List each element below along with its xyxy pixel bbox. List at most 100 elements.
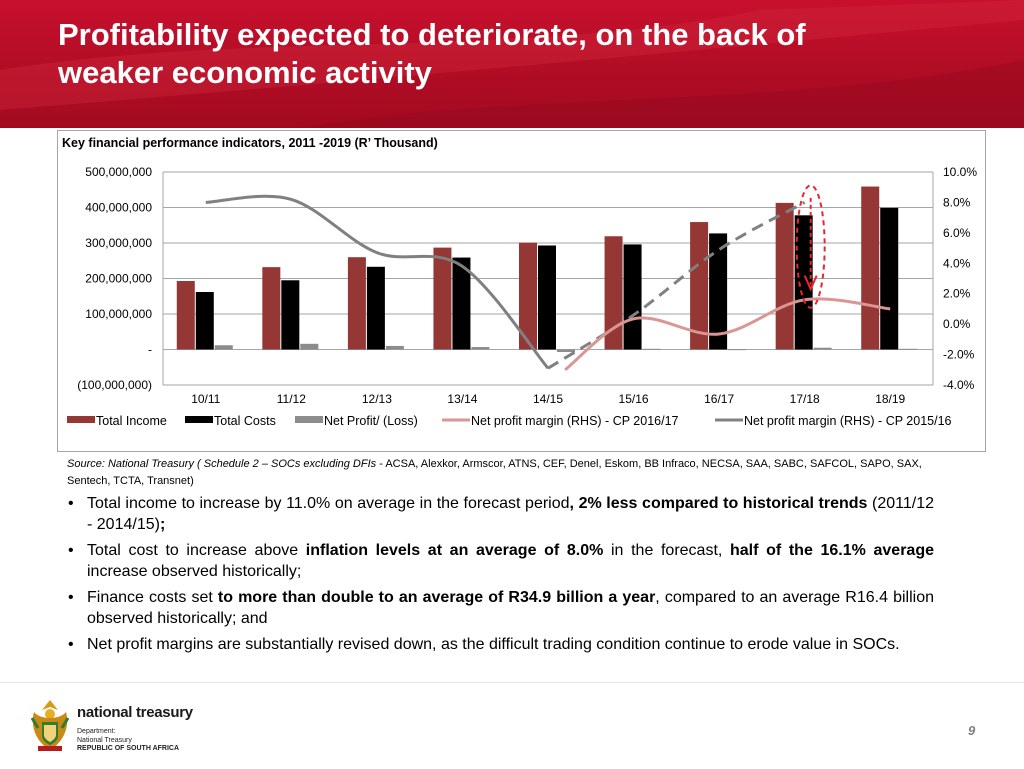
bar-total-income: [433, 247, 452, 350]
bar-total-costs: [880, 207, 899, 350]
bullet-list: • Total income to increase by 11.0% on a…: [68, 493, 934, 660]
bar-net-profit-loss-: [728, 349, 747, 351]
bar-total-costs: [623, 244, 642, 350]
footer-bar: [0, 682, 1024, 769]
right-tick-label: 8.0%: [943, 195, 971, 209]
category-label: 18/19: [875, 392, 905, 406]
bar-total-income: [519, 242, 537, 350]
category-label: 16/17: [704, 392, 734, 406]
category-label: 11/12: [277, 392, 306, 406]
bullet-item: • Net profit margins are substantially r…: [68, 634, 934, 655]
annotation-oval: [795, 184, 826, 309]
bullet-bold: half of the 16.1% average: [730, 542, 934, 559]
footer-logo: national treasury Department: National T…: [77, 704, 193, 754]
page-title-line-1: Profitability expected to deteriorate, o…: [58, 17, 806, 52]
legend-label: Total Costs: [214, 414, 276, 428]
legend-swatch: [295, 416, 323, 423]
bullet-bold: inflation levels at an average of 8.0%: [305, 542, 604, 559]
right-tick-label: 4.0%: [943, 256, 971, 270]
bar-net-profit-loss-: [642, 348, 661, 350]
bullet-bold: , 2% less compared to historical trends: [569, 495, 868, 512]
bullet-text: in the forecast,: [603, 542, 730, 559]
bar-total-costs: [366, 266, 385, 350]
chart-title: Key financial performance indicators, 20…: [62, 136, 438, 150]
bar-net-profit-loss-: [899, 348, 918, 350]
banner-swoosh: [0, 0, 1024, 128]
bar-total-income: [775, 202, 794, 350]
right-tick-label: -4.0%: [943, 378, 975, 392]
left-tick-label: 200,000,000: [85, 272, 152, 286]
bar-net-profit-loss-: [557, 349, 575, 352]
bar-total-costs: [452, 257, 471, 350]
bar-total-costs: [709, 233, 728, 350]
page-title: Profitability expected to deteriorate, o…: [58, 16, 958, 92]
bar-total-income: [861, 186, 880, 350]
bar-net-profit-loss-: [385, 345, 404, 350]
legend-label: Total Income: [96, 414, 167, 428]
source-rest: - ACSA, Alexkor, Armscor, ATNS, CEF, Den…: [67, 458, 922, 487]
left-tick-label: -: [148, 343, 152, 357]
source-note: Source: National Treasury ( Schedule 2 –…: [67, 456, 927, 490]
bullet-bold: ;: [159, 516, 166, 533]
category-label: 13/14: [447, 392, 477, 406]
coat-of-arms-icon: [30, 700, 70, 751]
dept-line: National Treasury: [77, 736, 132, 744]
bar-net-profit-loss-: [813, 347, 832, 350]
left-tick-label: (100,000,000): [77, 378, 152, 392]
page-number: 9: [968, 723, 976, 738]
bar-total-income: [690, 222, 709, 350]
bar-total-income: [604, 236, 623, 350]
bar-total-costs: [195, 291, 214, 350]
bar-total-costs: [538, 245, 556, 350]
annotation-arrow-head: [803, 275, 818, 292]
right-tick-label: 6.0%: [943, 226, 971, 240]
bullet-item: • Total income to increase by 11.0% on a…: [68, 493, 934, 535]
logo-department: Department: National Treasury REPUBLIC O…: [77, 728, 193, 754]
bar-total-costs: [281, 280, 300, 350]
left-tick-label: 400,000,000: [85, 201, 152, 215]
right-tick-label: 0.0%: [943, 317, 971, 331]
line-cp-2015-16-forecast: [547, 201, 806, 370]
legend-label: Net Profit/ (Loss): [324, 414, 418, 428]
line-cp-2016-17: [564, 297, 891, 371]
legend-swatch: [185, 416, 213, 423]
title-banner: Profitability expected to deteriorate, o…: [0, 0, 1024, 128]
left-tick-label: 300,000,000: [85, 236, 152, 250]
bullet-text: Total cost to increase above: [87, 542, 306, 559]
right-tick-label: -2.0%: [943, 348, 975, 362]
bullet-dot-icon: •: [68, 495, 74, 512]
category-label: 15/16: [619, 392, 649, 406]
dept-line: Department:: [77, 728, 116, 735]
right-tick-label: 10.0%: [943, 165, 977, 179]
legend-swatch: [67, 416, 95, 423]
bullet-text: , compared to an average R16.4 billion o…: [87, 589, 934, 627]
kpi-chart: 500,000,000 400,000,000 300,000,000 200,000…: [67, 165, 977, 428]
category-label: 12/13: [362, 392, 392, 406]
right-tick-label: 2.0%: [943, 287, 971, 301]
bar-net-profit-loss-: [214, 345, 233, 350]
left-tick-label: 100,000,000: [85, 307, 152, 321]
bar-total-costs: [794, 215, 813, 350]
bullet-item: • Finance costs set to more than double …: [68, 587, 934, 629]
category-label: 10/11: [191, 392, 220, 406]
bullet-text: Total income to increase by 11.0% on ave…: [87, 495, 570, 512]
page-title-line-2: weaker economic activity: [58, 55, 432, 90]
bar-total-income: [176, 280, 195, 350]
bullet-text: Finance costs set: [87, 589, 218, 606]
bullet-text: Net profit margins are substantially rev…: [87, 636, 900, 653]
legend-label: Net profit margin (RHS) - CP 2015/16: [744, 414, 952, 428]
bullet-dot-icon: •: [68, 542, 74, 559]
bar-net-profit-loss-: [300, 343, 319, 350]
bar-net-profit-loss-: [471, 347, 490, 350]
bullet-text: (2011/12 - 2014/15): [87, 495, 935, 533]
category-label: 14/15: [533, 392, 563, 406]
category-label: 17/18: [790, 392, 820, 406]
bullet-text: increase observed historically;: [87, 563, 302, 580]
line-cp-2015-16-actual: [205, 194, 550, 370]
logo-name: national treasury: [77, 704, 193, 721]
dept-line: REPUBLIC OF SOUTH AFRICA: [77, 745, 180, 752]
bullet-bold: to more than double to an average of R34…: [217, 589, 656, 606]
legend-label: Net profit margin (RHS) - CP 2016/17: [471, 414, 679, 428]
source-lead: Source: National Treasury ( Schedule 2 –…: [67, 458, 377, 470]
bullet-dot-icon: •: [68, 636, 74, 653]
